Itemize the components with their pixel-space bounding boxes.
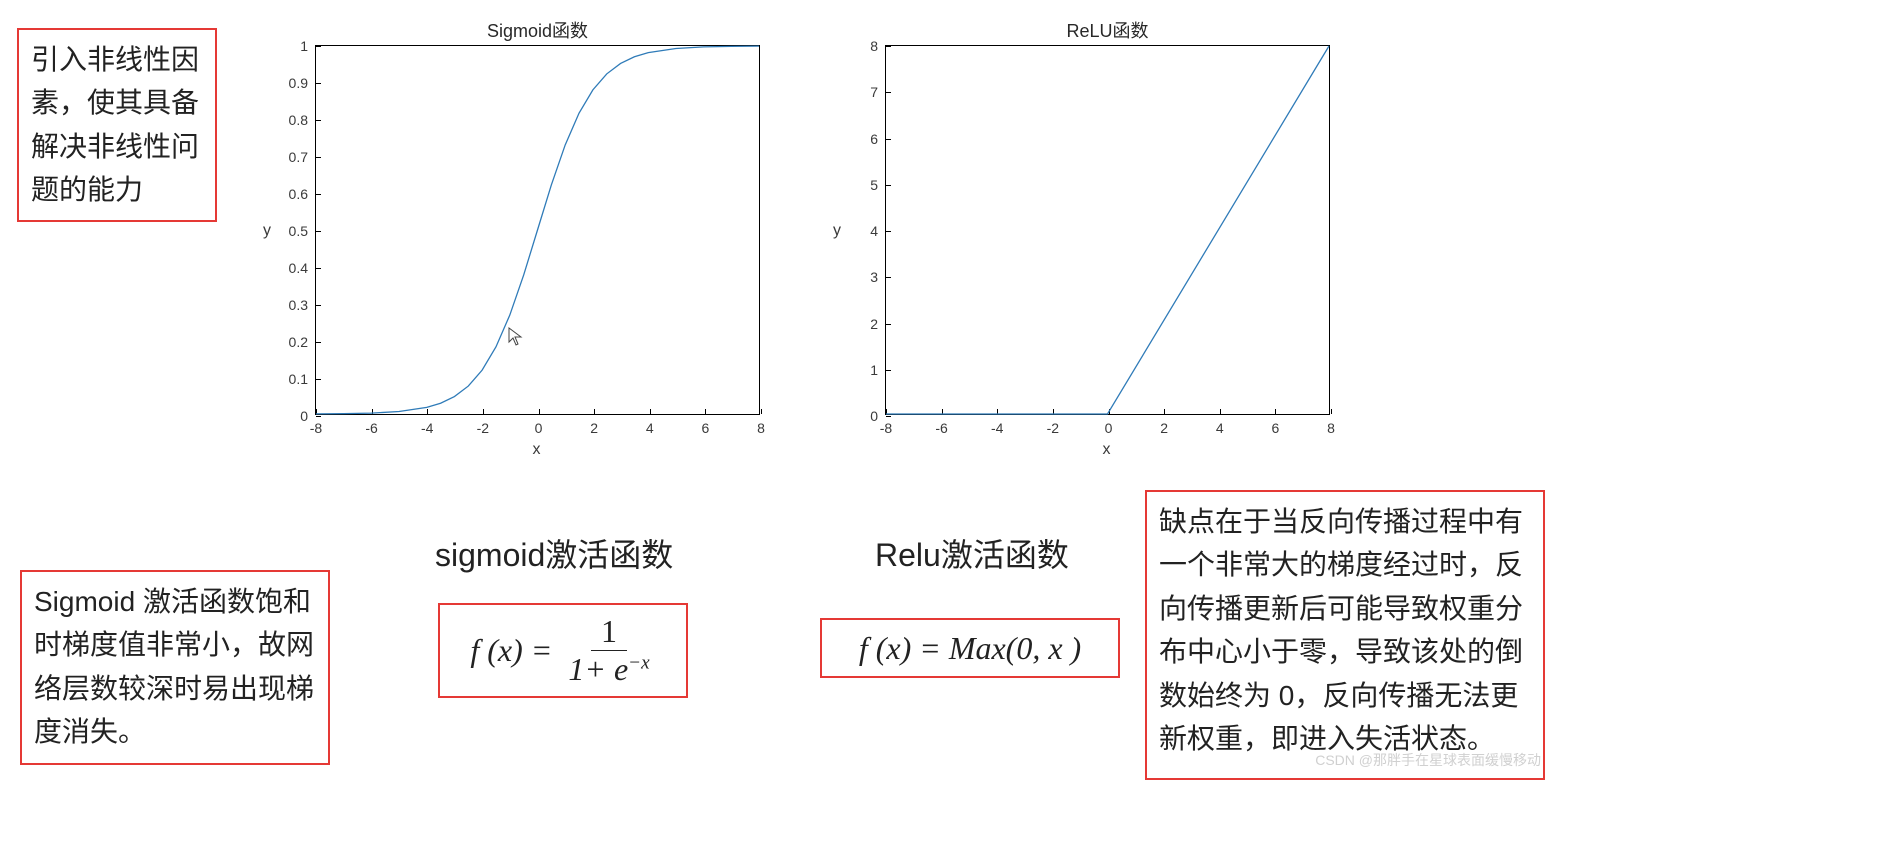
y-tick: 0.6 xyxy=(268,186,308,202)
y-tick: 7 xyxy=(838,84,878,100)
y-tick: 0.3 xyxy=(268,297,308,313)
y-tick: 1 xyxy=(268,38,308,54)
relu-chart: ReLU函数-8-6-4-202468012345678 x y xyxy=(825,17,1360,457)
y-tick: 0.8 xyxy=(268,112,308,128)
chart-title: ReLU函数 xyxy=(885,17,1330,43)
chart-title: Sigmoid函数 xyxy=(315,17,760,43)
callout-intro: 引入非线性因素，使其具备解决非线性问题的能力 xyxy=(17,28,217,222)
x-tick: 4 xyxy=(635,420,665,436)
y-tick: 6 xyxy=(838,131,878,147)
y-axis-label: y xyxy=(263,222,271,240)
y-tick: 0.5 xyxy=(268,223,308,239)
sigmoid-formula-fraction: 1 1+ e−x xyxy=(562,613,655,688)
x-tick: 4 xyxy=(1205,420,1235,436)
y-tick: 5 xyxy=(838,177,878,193)
y-tick: 0.2 xyxy=(268,334,308,350)
y-tick: 0.1 xyxy=(268,371,308,387)
callout-relu-drawback: 缺点在于当反向传播过程中有一个非常大的梯度经过时，反向传播更新后可能导致权重分布… xyxy=(1145,490,1545,780)
sigmoid-formula-num: 1 xyxy=(591,613,627,651)
relu-formula-text: f (x) = Max(0, x ) xyxy=(859,630,1081,667)
callout-sigmoid-drawback-text: Sigmoid 激活函数饱和时梯度值非常小，故网络层数较深时易出现梯度消失。 xyxy=(34,586,314,747)
x-tick: -4 xyxy=(412,420,442,436)
sigmoid-section-title: sigmoid激活函数 xyxy=(435,530,673,576)
sigmoid-formula-den: 1+ e−x xyxy=(562,651,655,688)
y-tick: 0.9 xyxy=(268,75,308,91)
x-tick: 6 xyxy=(690,420,720,436)
plot-line xyxy=(316,46,759,414)
x-tick: -2 xyxy=(1038,420,1068,436)
y-tick: 0 xyxy=(268,408,308,424)
y-tick: 0 xyxy=(838,408,878,424)
relu-section-title: Relu激活函数 xyxy=(875,530,1069,576)
x-tick: -4 xyxy=(982,420,1012,436)
x-tick: 8 xyxy=(1316,420,1346,436)
x-tick: 6 xyxy=(1260,420,1290,436)
x-tick: -2 xyxy=(468,420,498,436)
x-tick: 8 xyxy=(746,420,776,436)
x-tick: 2 xyxy=(1149,420,1179,436)
y-axis-label: y xyxy=(833,222,841,240)
callout-intro-text: 引入非线性因素，使其具备解决非线性问题的能力 xyxy=(31,44,199,205)
x-tick: 0 xyxy=(524,420,554,436)
x-tick: 2 xyxy=(579,420,609,436)
y-tick: 0.4 xyxy=(268,260,308,276)
y-tick: 4 xyxy=(838,223,878,239)
callout-sigmoid-drawback: Sigmoid 激活函数饱和时梯度值非常小，故网络层数较深时易出现梯度消失。 xyxy=(20,570,330,765)
callout-relu-drawback-text: 缺点在于当反向传播过程中有一个非常大的梯度经过时，反向传播更新后可能导致权重分布… xyxy=(1159,506,1523,754)
plot-area: -8-6-4-20246800.10.20.30.40.50.60.70.80.… xyxy=(315,45,760,415)
plot-line xyxy=(886,46,1329,414)
sigmoid-chart: Sigmoid函数-8-6-4-20246800.10.20.30.40.50.… xyxy=(255,17,790,457)
y-tick: 3 xyxy=(838,269,878,285)
sigmoid-formula: f (x) = 1 1+ e−x xyxy=(438,603,688,698)
y-tick: 8 xyxy=(838,38,878,54)
plot-area: -8-6-4-202468012345678 xyxy=(885,45,1330,415)
relu-formula: f (x) = Max(0, x ) xyxy=(820,618,1120,678)
x-axis-label: x xyxy=(533,441,541,459)
sigmoid-formula-lhs: f (x) = xyxy=(470,632,552,669)
x-tick: 0 xyxy=(1094,420,1124,436)
y-tick: 1 xyxy=(838,362,878,378)
y-tick: 0.7 xyxy=(268,149,308,165)
x-tick: -6 xyxy=(927,420,957,436)
watermark: CSDN @那胖手在星球表面缓慢移动 xyxy=(1315,750,1541,770)
x-axis-label: x xyxy=(1103,441,1111,459)
x-tick: -6 xyxy=(357,420,387,436)
y-tick: 2 xyxy=(838,316,878,332)
